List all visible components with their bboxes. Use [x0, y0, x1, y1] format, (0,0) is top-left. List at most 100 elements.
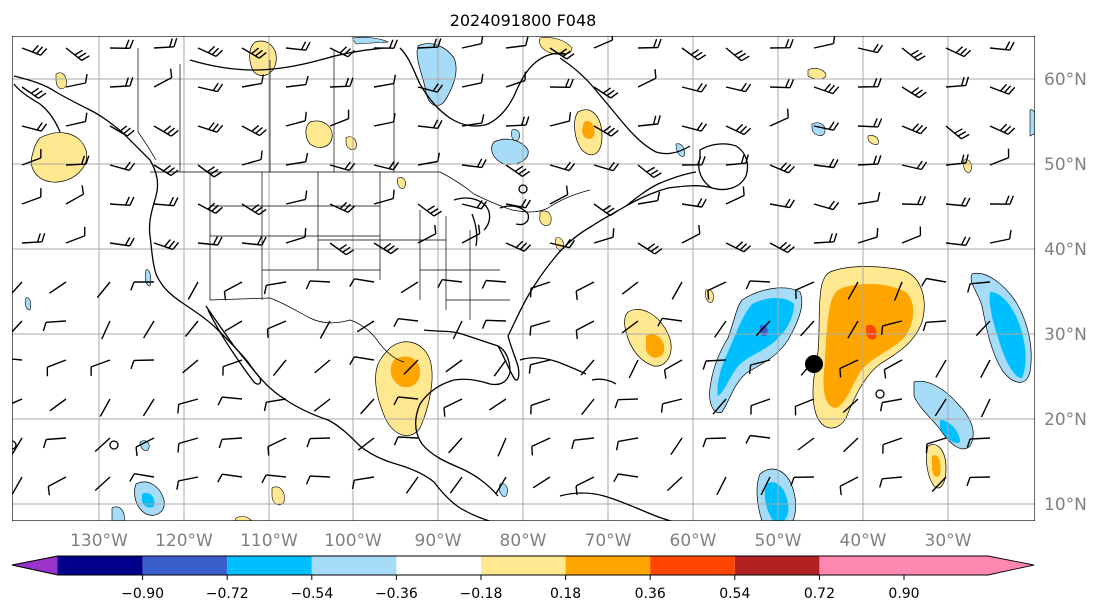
wind-barb — [417, 38, 442, 49]
wind-barb — [241, 47, 267, 59]
wind-barb — [702, 437, 727, 448]
lon-label-30w: 30°W — [925, 531, 972, 551]
wind-barb — [400, 281, 419, 294]
wind-barb — [505, 116, 530, 127]
wind-barb — [177, 398, 199, 414]
lat-label-30n: 30°N — [1044, 325, 1087, 345]
wind-barb — [373, 189, 395, 205]
wind-barb — [922, 320, 947, 332]
colorbar-bin-10 — [819, 556, 904, 575]
wind-barb — [21, 44, 48, 56]
wind-barb — [21, 188, 42, 205]
wind-barb — [373, 160, 400, 171]
wind-barb — [176, 476, 199, 490]
shaded-field — [24, 36, 1035, 521]
pacific-coast — [13, 75, 492, 521]
wind-barb — [966, 437, 991, 448]
wind-barb — [945, 197, 971, 207]
wind-barb — [670, 437, 683, 455]
wind-barb — [571, 437, 595, 450]
wind-barb — [224, 320, 243, 332]
wind-barb — [349, 278, 375, 287]
wind-barb — [575, 281, 595, 301]
wind-barb — [461, 158, 487, 169]
wind-barb — [893, 281, 903, 301]
baja-california — [205, 305, 262, 385]
wind-barb — [109, 237, 135, 247]
wind-barb — [505, 71, 526, 88]
wind-barb — [373, 39, 398, 49]
cuba — [519, 357, 587, 375]
colorbar-tick-label: 0.90 — [888, 586, 919, 602]
colorbar-extend-low — [11, 555, 59, 576]
wind-barb — [967, 281, 991, 293]
colorbar-tick-label: −0.54 — [290, 586, 333, 602]
wind-barb — [306, 437, 331, 448]
wind-barb — [549, 47, 575, 60]
wind-barb — [615, 437, 639, 451]
wind-barb — [360, 398, 375, 415]
wind-barb — [581, 398, 595, 416]
lon-label-90w: 90°W — [415, 531, 462, 551]
wind-barb — [65, 47, 90, 62]
wind-barb — [223, 281, 243, 301]
wind-barb — [12, 437, 23, 456]
wind-barb — [549, 112, 572, 127]
wind-barb — [505, 36, 529, 49]
wind-barb — [621, 320, 639, 334]
newfoundland — [698, 143, 749, 191]
wind-barb — [529, 281, 551, 298]
lon-label-60w: 60°W — [670, 531, 717, 551]
wind-barb — [99, 398, 111, 417]
wind-barb — [329, 109, 350, 127]
wind-barb — [839, 359, 859, 378]
wind-barb — [945, 76, 970, 88]
wind-barb — [725, 47, 750, 62]
wind-barb — [197, 202, 223, 214]
wind-barb — [488, 398, 507, 411]
maritimes — [625, 171, 697, 207]
colorbar-bin-9 — [734, 556, 820, 575]
wind-barb — [241, 150, 263, 166]
wind-barb — [797, 437, 815, 451]
wind-barb — [197, 45, 223, 58]
wind-barb — [748, 359, 771, 374]
lat-label-20n: 20°N — [1044, 410, 1087, 430]
hudson-bay — [399, 47, 567, 127]
lat-label-60n: 60°N — [1044, 70, 1087, 90]
wind-barb — [901, 123, 928, 135]
lon-label-120w: 120°W — [155, 531, 213, 551]
wind-barb — [461, 224, 481, 244]
colorbar-bin-6 — [481, 556, 566, 575]
south-america-north — [559, 492, 674, 521]
wind-barb — [373, 112, 396, 127]
wind-barb — [901, 195, 927, 206]
wind-barb — [657, 317, 683, 327]
wind-barb — [142, 398, 155, 417]
wind-barb — [549, 161, 576, 172]
wind-barb — [966, 476, 991, 487]
wind-barb — [857, 77, 882, 88]
graticule — [12, 36, 1035, 521]
wind-barb — [989, 148, 1010, 166]
wind-barb — [681, 156, 706, 166]
colorbar-tick-label: −0.36 — [375, 586, 418, 602]
wind-barb — [593, 86, 619, 99]
wind-barb — [65, 112, 88, 127]
wind-barb — [263, 398, 287, 412]
wind-barb — [109, 125, 135, 137]
wind-barb — [94, 476, 111, 492]
wind-barb — [329, 161, 356, 172]
wind-barb — [437, 279, 463, 289]
wind-barb — [593, 203, 619, 217]
wind-barb — [813, 158, 839, 169]
wind-barb — [980, 359, 991, 379]
wind-barb — [217, 473, 243, 483]
wind-barb — [681, 224, 701, 244]
storm-center-marker — [805, 355, 823, 373]
wind-barb — [769, 38, 794, 49]
wind-barb — [129, 473, 155, 482]
wind-barb — [65, 73, 88, 88]
wind-barb — [42, 437, 67, 449]
wind-barb — [857, 155, 882, 166]
